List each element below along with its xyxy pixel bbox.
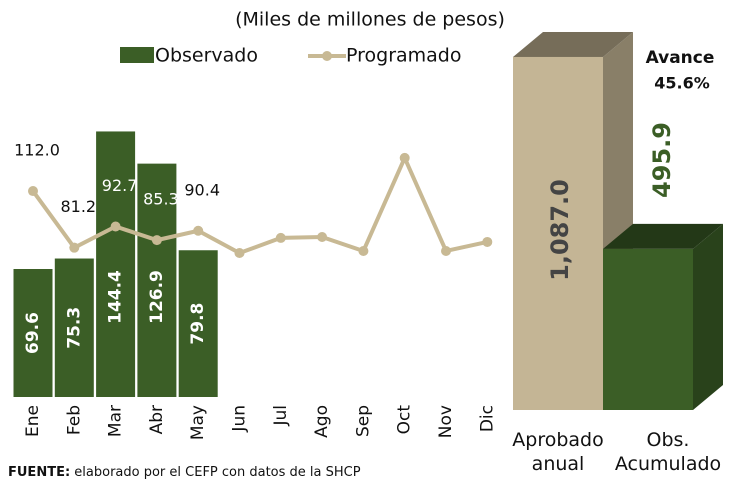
bar-top	[513, 31, 633, 57]
x-tick-label: Jul	[271, 405, 291, 427]
line-marker	[234, 248, 245, 259]
annotation: Avance	[646, 48, 715, 68]
bar	[96, 131, 136, 397]
line-marker	[441, 245, 451, 256]
x-tick-label: Ene	[23, 405, 43, 437]
data-label: 112.0	[14, 141, 60, 160]
line	[31, 152, 488, 256]
line-marker	[358, 245, 369, 256]
line-marker	[317, 232, 328, 243]
x-tick-label: Feb	[64, 405, 84, 435]
source: FUENTE: elaborado por el CEFP con datos …	[8, 465, 361, 480]
bar-label: 495.9	[648, 122, 676, 198]
x-tick-label: Oct	[395, 405, 415, 435]
x-tick-label: Obs. Acumulado	[614, 429, 722, 475]
legend-marker	[322, 51, 332, 61]
x-tick-label: Ago	[312, 405, 332, 438]
bar-label: 75.3	[64, 307, 84, 349]
bar	[54, 258, 94, 397]
data-label: 92.7	[102, 176, 138, 195]
source-label: FUENTE:	[8, 465, 70, 480]
x-tick-label: May	[188, 405, 208, 440]
x-tick-label: Dic	[477, 405, 497, 432]
legend-swatch	[120, 47, 154, 63]
source-text: elaborado por el CEFP con datos de la SH…	[74, 465, 360, 480]
legend-label: Observado	[155, 45, 258, 67]
x-tick-label: Aprobado anual	[512, 429, 604, 475]
bar	[603, 248, 693, 410]
bar-label: 79.8	[188, 303, 208, 345]
data-label: 85.3	[143, 190, 179, 209]
bar-label: 1,087.0	[546, 179, 574, 281]
x-tick-label: Sep	[353, 405, 373, 437]
bar-top	[603, 223, 723, 249]
bar-side	[693, 223, 723, 410]
bar	[13, 269, 53, 397]
line-marker	[399, 152, 410, 163]
bar	[513, 56, 603, 410]
x-tick-label: Mar	[106, 405, 126, 437]
legend-label: Programado	[346, 45, 462, 67]
line-marker	[275, 232, 286, 243]
bar	[178, 250, 218, 397]
bar-label: 144.4	[106, 270, 126, 324]
bar-label: 126.9	[147, 270, 167, 324]
x-tick-label: Jun	[230, 405, 250, 433]
line-marker	[69, 242, 80, 253]
annotation: 45.6%	[654, 74, 710, 93]
data-label: 81.2	[60, 197, 96, 216]
bar	[137, 163, 177, 397]
line-marker	[193, 225, 204, 236]
x-tick-label: Abr	[147, 405, 167, 434]
x-tick-label: Nov	[436, 405, 456, 438]
line-marker	[28, 186, 38, 197]
line-marker	[151, 235, 162, 246]
data-label: 90.4	[184, 180, 220, 199]
bar-label: 69.6	[23, 312, 43, 354]
line-marker	[110, 221, 121, 232]
line-marker	[482, 236, 493, 247]
subtitle: (Miles de millones de pesos)	[235, 9, 505, 31]
